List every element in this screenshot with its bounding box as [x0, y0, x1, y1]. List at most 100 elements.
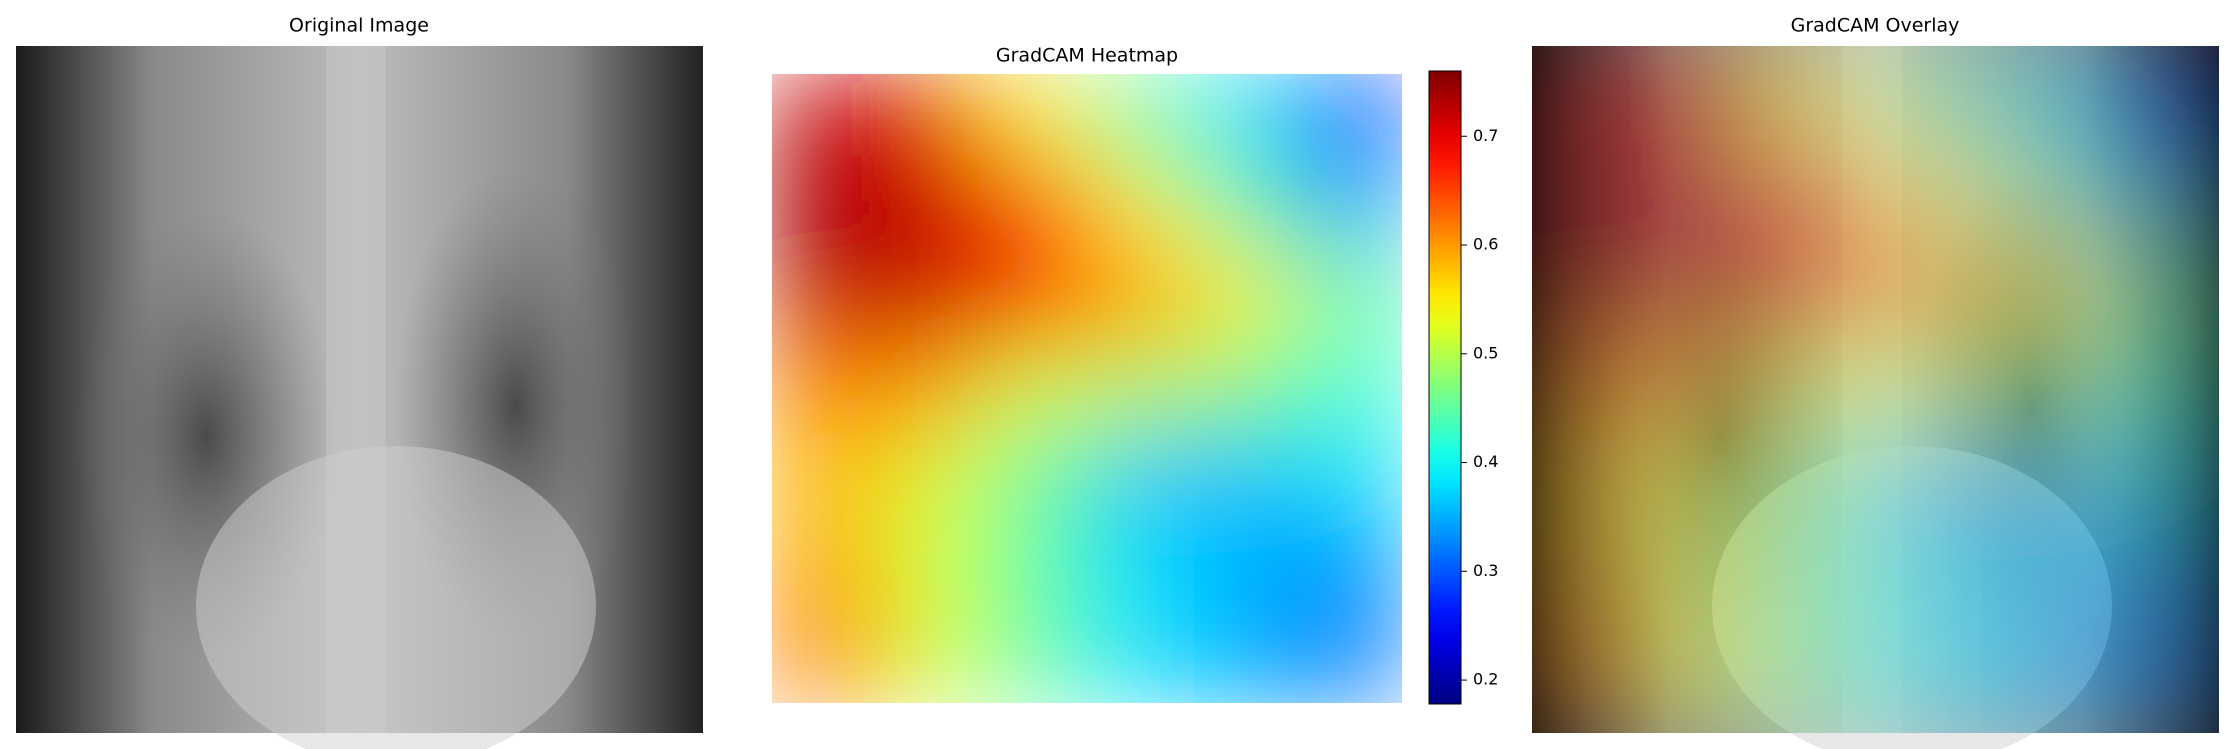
heat-cell	[1087, 613, 1193, 703]
overlay-cell	[1761, 634, 1877, 733]
overlay-cell	[1875, 46, 1991, 146]
overlay-cell	[1532, 438, 1648, 538]
overlay-cell	[1761, 536, 1877, 636]
overlay-cell	[1532, 536, 1648, 636]
heat-cell	[1297, 523, 1402, 615]
overlay-cell	[1875, 536, 1991, 636]
chart-title: GradCAM Heatmap	[996, 45, 1178, 67]
heat-cell	[1087, 523, 1193, 615]
overlay-cell	[1875, 340, 1991, 440]
heat-cell	[1297, 163, 1402, 255]
heat-cell	[1087, 343, 1193, 435]
overlay-cell	[1990, 438, 2106, 538]
colorbar-tick-label: 0.5	[1473, 343, 1498, 362]
colorbar-tick-label: 0.7	[1473, 126, 1498, 145]
overlay-cell	[2104, 242, 2219, 342]
heat-cell	[1192, 523, 1298, 615]
colorbar	[1428, 70, 1462, 705]
heat-cell	[877, 613, 983, 703]
overlay-cell	[1532, 634, 1648, 733]
heat-cell	[772, 433, 878, 525]
heat-cell	[772, 74, 878, 165]
overlay-cell	[2104, 634, 2219, 733]
overlay-cell	[1532, 340, 1648, 440]
overlay-cell	[1646, 242, 1762, 342]
heat-cell	[772, 613, 878, 703]
colorbar-tick-label: 0.6	[1473, 235, 1498, 254]
heat-cell	[877, 163, 983, 255]
heat-cell	[982, 343, 1088, 435]
overlay-cell	[1990, 634, 2106, 733]
overlay-cell	[1646, 144, 1762, 244]
heat-cell	[1087, 433, 1193, 525]
heat-cell	[877, 523, 983, 615]
heatmap-clip	[772, 74, 1402, 703]
heat-cell	[1297, 433, 1402, 525]
original-image	[16, 46, 703, 749]
heat-cell	[982, 253, 1088, 345]
heatmap	[772, 74, 1402, 703]
overlay-cell	[1875, 242, 1991, 342]
overlay-cell	[1875, 144, 1991, 244]
overlay-cell	[1646, 438, 1762, 538]
heat-cell	[772, 253, 878, 345]
overlay-cell	[1990, 46, 2106, 146]
overlay-cell	[2104, 438, 2219, 538]
heat-cell	[1297, 343, 1402, 435]
heat-cell	[982, 613, 1088, 703]
colorbar-tick-label: 0.2	[1473, 670, 1498, 689]
heat-cell	[982, 74, 1088, 165]
overlay-cell	[1761, 144, 1877, 244]
heat-cell	[1192, 163, 1298, 255]
overlay-cell	[1532, 46, 1648, 146]
colorbar-tick-label: 0.3	[1473, 561, 1498, 580]
heat-cell	[1297, 253, 1402, 345]
overlay-cell	[2104, 536, 2219, 636]
heat-cell	[877, 343, 983, 435]
overlay-cell	[1646, 46, 1762, 146]
heat-cell	[982, 523, 1088, 615]
overlay-cell	[1875, 634, 1991, 733]
overlay-heat	[1532, 46, 2219, 733]
heat-cell	[877, 253, 983, 345]
overlay-cell	[1761, 46, 1877, 146]
heat-cell	[1192, 433, 1298, 525]
heat-cell	[1192, 253, 1298, 345]
overlay-cell	[2104, 340, 2219, 440]
heat-cell	[1087, 74, 1193, 165]
heat-cell	[1192, 74, 1298, 165]
overlay-cell	[2104, 144, 2219, 244]
overlay-cell	[1646, 340, 1762, 440]
heat-cell	[772, 523, 878, 615]
overlay-cell	[1990, 242, 2106, 342]
overlay-clip	[1532, 46, 2219, 733]
overlay-cell	[1532, 144, 1648, 244]
overlay-cell	[1761, 242, 1877, 342]
overlay-cell	[1646, 536, 1762, 636]
heat-cell	[982, 433, 1088, 525]
heat-cell	[1297, 613, 1402, 703]
heat-cell	[877, 433, 983, 525]
overlay-cell	[1990, 340, 2106, 440]
heat-cell	[982, 163, 1088, 255]
panel-title: Original Image	[289, 15, 429, 37]
heat-cell	[1297, 74, 1402, 165]
colorbar-tick-label: 0.4	[1473, 452, 1498, 471]
overlay-cell	[1990, 536, 2106, 636]
heat-cell	[1192, 613, 1298, 703]
overlay-cell	[1990, 144, 2106, 244]
heat-cell	[1087, 253, 1193, 345]
heat-cell	[772, 163, 878, 255]
overlay-cell	[1532, 242, 1648, 342]
heat-cell	[1087, 163, 1193, 255]
panel-title: GradCAM Overlay	[1791, 15, 1960, 37]
overlay-cell	[1646, 634, 1762, 733]
heat-cell	[772, 343, 878, 435]
overlay-cell	[2104, 46, 2219, 146]
heat-cell	[1192, 343, 1298, 435]
heat-cell	[877, 74, 983, 165]
overlay-cell	[1761, 438, 1877, 538]
overlay-cell	[1761, 340, 1877, 440]
overlay-cell	[1875, 438, 1991, 538]
